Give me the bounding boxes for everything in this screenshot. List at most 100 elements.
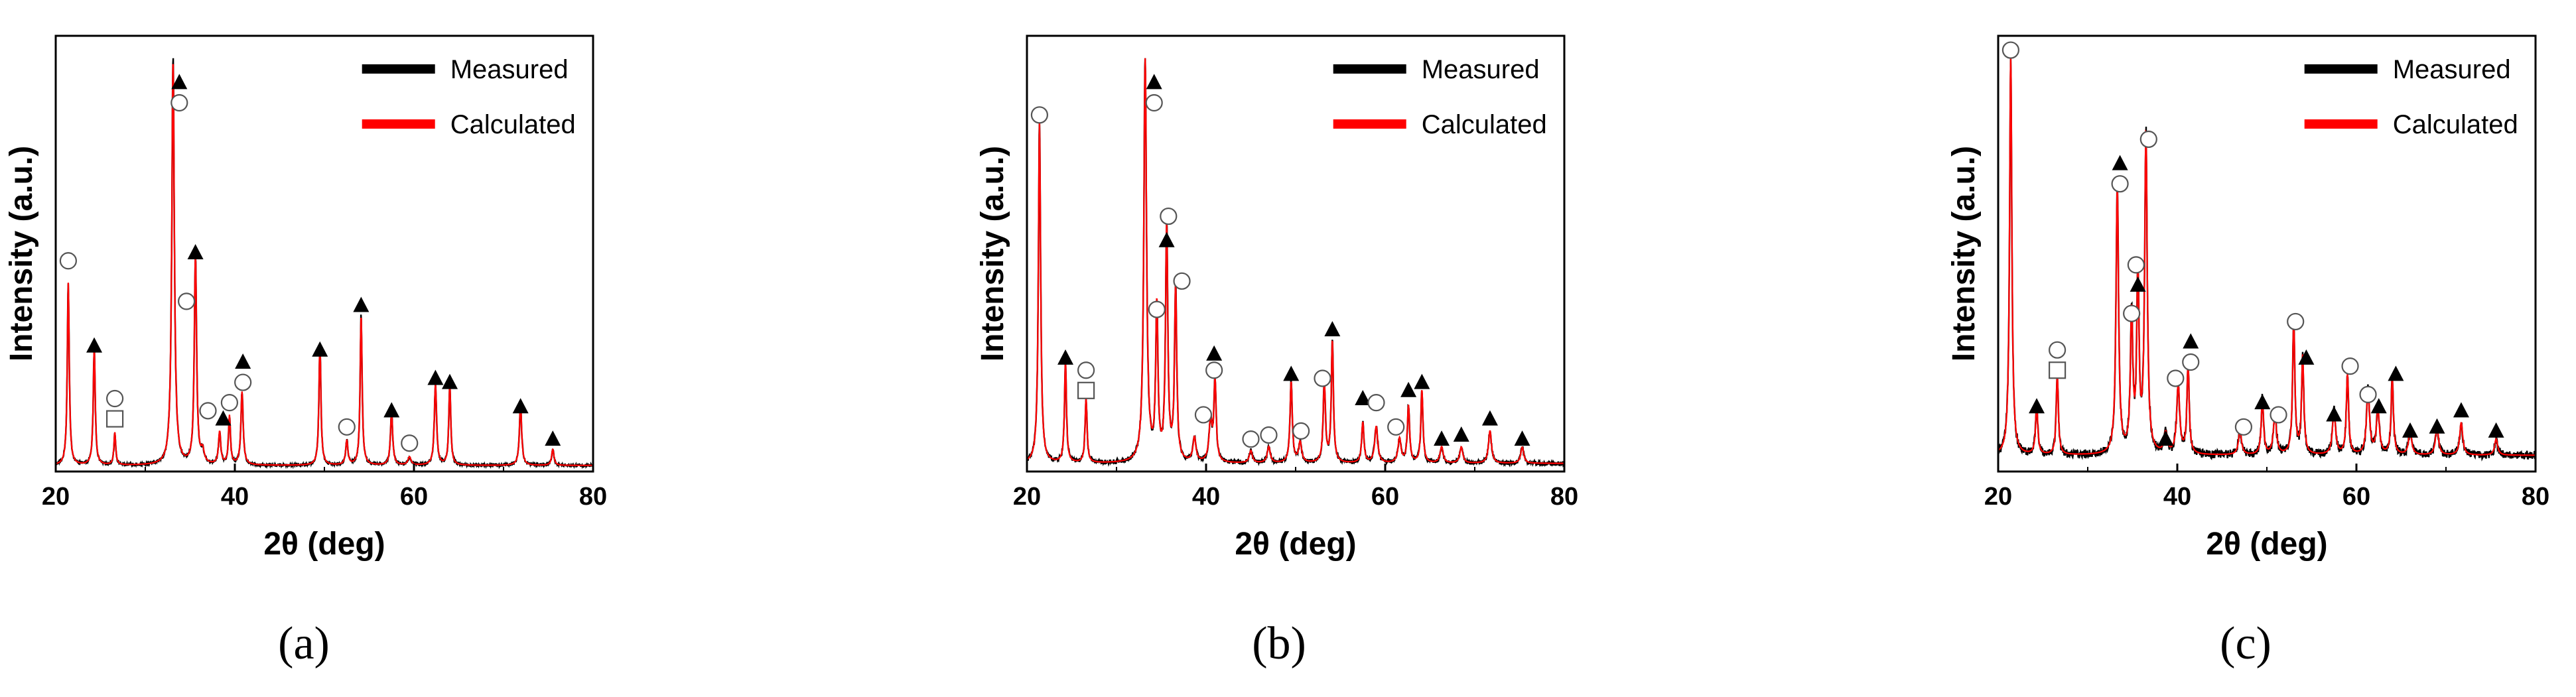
plot-frame xyxy=(1026,34,1566,473)
legend-swatch-measured xyxy=(1333,64,1406,74)
phase-marker-circle xyxy=(199,402,217,420)
phase-marker-triangle xyxy=(86,337,103,353)
phase-marker-triangle xyxy=(235,353,251,369)
phase-marker-triangle xyxy=(2254,394,2271,410)
legend-swatch-calculated xyxy=(362,119,435,129)
legend-label-measured: Measured xyxy=(450,55,569,84)
legend: Measured Calculated xyxy=(362,55,576,139)
phase-marker-triangle xyxy=(1158,231,1175,247)
phase-marker-triangle xyxy=(442,373,458,389)
phase-marker-circle xyxy=(178,292,196,310)
phase-marker-triangle xyxy=(1324,321,1341,337)
x-tick-label: 80 xyxy=(2522,483,2549,511)
phase-marker-circle xyxy=(2139,130,2157,149)
phase-marker-circle xyxy=(234,373,252,391)
phase-marker-triangle xyxy=(1400,381,1417,397)
phase-marker-circle xyxy=(1260,426,1278,444)
phase-marker-circle xyxy=(1030,106,1049,124)
phase-marker-triangle xyxy=(2402,422,2418,438)
phase-marker-circle xyxy=(2127,256,2145,274)
phase-marker-circle xyxy=(1205,361,1223,379)
phase-marker-triangle xyxy=(1206,345,1223,361)
series-calculated-line xyxy=(1026,58,1564,464)
phase-marker-circle xyxy=(1242,430,1260,448)
legend-label-measured: Measured xyxy=(2393,55,2511,84)
chart-panel-1: 20 40 60 80 2θ (deg) Intensity (a.u.) Measured… xyxy=(4,34,607,669)
phase-marker-circle xyxy=(2270,406,2287,424)
x-tick-label: 40 xyxy=(2163,483,2191,511)
x-tick-label: 40 xyxy=(1192,483,1220,511)
phase-marker-circle xyxy=(401,434,419,452)
legend-swatch-calculated xyxy=(1333,119,1406,129)
phase-marker-circle xyxy=(220,394,238,412)
phase-marker-circle xyxy=(1148,300,1166,318)
phase-marker-circle xyxy=(338,418,356,436)
phase-marker-circle xyxy=(170,94,188,112)
phase-marker-triangle xyxy=(1057,349,1074,365)
x-tick-label: 60 xyxy=(400,483,428,511)
legend-label-calculated: Calculated xyxy=(450,110,576,139)
x-axis-title: 2θ (deg) xyxy=(263,527,385,562)
panel-label: (a) xyxy=(278,618,330,669)
chart-panel-3: 20 40 60 80 2θ (deg) Intensity (a.u.) Measured… xyxy=(1946,34,2549,669)
legend-label-measured: Measured xyxy=(1422,55,1540,84)
x-tick-label: 60 xyxy=(1371,483,1399,511)
x-axis-title: 2θ (deg) xyxy=(1235,527,1356,562)
phase-marker-circle xyxy=(1292,422,1310,440)
panel-label: (c) xyxy=(2220,618,2271,669)
phase-marker-triangle xyxy=(427,369,444,385)
phase-marker-circle xyxy=(1173,272,1191,290)
phase-marker-triangle xyxy=(2488,422,2504,438)
x-tick-label: 60 xyxy=(2342,483,2370,511)
phase-marker-triangle xyxy=(312,341,328,357)
phase-marker-triangle xyxy=(383,402,400,418)
legend: Measured Calculated xyxy=(2304,55,2518,139)
phase-marker-circle xyxy=(2182,353,2200,371)
phase-marker-circle xyxy=(1160,207,1178,225)
phase-marker-square xyxy=(2049,361,2067,379)
phase-marker-triangle xyxy=(1434,430,1450,446)
phase-marker-triangle xyxy=(2029,398,2045,414)
phase-marker-triangle xyxy=(2130,276,2146,292)
phase-marker-circle xyxy=(1387,418,1405,436)
phase-marker-triangle xyxy=(2388,365,2404,381)
phase-marker-triangle xyxy=(1514,430,1530,446)
phase-marker-square xyxy=(106,410,124,428)
x-tick-label: 20 xyxy=(42,483,70,511)
plot-frame xyxy=(54,34,594,473)
phase-marker-triangle xyxy=(1453,426,1469,442)
phase-marker-circle xyxy=(106,389,124,408)
phase-marker-triangle xyxy=(353,296,370,312)
phase-marker-circle xyxy=(2001,41,2019,59)
phase-marker-triangle xyxy=(2157,430,2174,446)
phase-marker-triangle xyxy=(2453,402,2469,418)
phase-marker-triangle xyxy=(545,430,561,446)
x-tick-label: 80 xyxy=(1550,483,1578,511)
legend: Measured Calculated xyxy=(1333,55,1547,139)
phase-marker-triangle xyxy=(1481,410,1498,426)
phase-marker-circle xyxy=(1077,361,1095,379)
phase-marker-triangle xyxy=(1414,373,1430,389)
legend-label-calculated: Calculated xyxy=(2393,110,2518,139)
phase-marker-circle xyxy=(2049,341,2067,359)
phase-marker-circle xyxy=(1367,394,1385,412)
chart-panel-2: 20 40 60 80 2θ (deg) Intensity (a.u.) Measured… xyxy=(975,34,1578,669)
y-axis-title: Intensity (a.u.) xyxy=(4,146,39,361)
phase-marker-triangle xyxy=(2326,406,2342,422)
phase-marker-circle xyxy=(2287,312,2305,331)
legend-label-calculated: Calculated xyxy=(1422,110,1547,139)
phase-marker-square xyxy=(1077,381,1095,399)
legend-swatch-measured xyxy=(2304,64,2378,74)
phase-marker-circle xyxy=(59,252,78,270)
phase-marker-triangle xyxy=(2112,155,2128,170)
phase-marker-circle xyxy=(2341,357,2359,375)
x-tick-label: 40 xyxy=(221,483,249,511)
phase-marker-triangle xyxy=(187,244,204,260)
x-tick-label: 80 xyxy=(579,483,607,511)
y-axis-title: Intensity (a.u.) xyxy=(975,146,1010,361)
phase-marker-triangle xyxy=(512,398,529,414)
phase-marker-circle xyxy=(2234,418,2252,436)
series-calculated-line xyxy=(55,64,593,466)
panel-label: (b) xyxy=(1252,618,1306,669)
